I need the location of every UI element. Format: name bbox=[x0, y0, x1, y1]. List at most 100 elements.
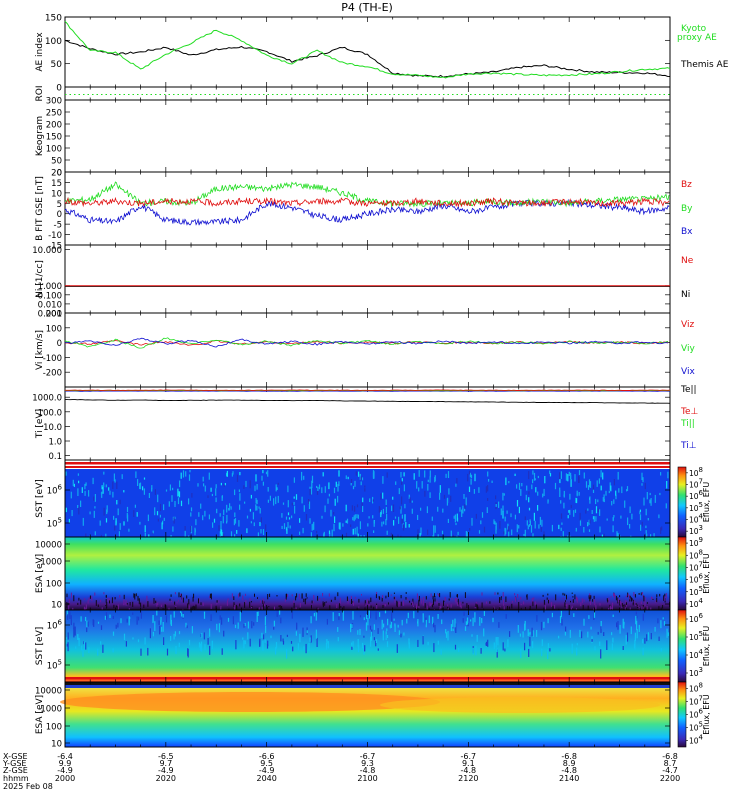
sst-i-pixel bbox=[373, 624, 375, 630]
sst-e-pixel bbox=[541, 519, 543, 527]
esa-e-pixel bbox=[607, 599, 609, 603]
sst-e-pixel bbox=[265, 471, 268, 475]
esa-e-pixel bbox=[298, 593, 300, 600]
sst-e-pixel bbox=[94, 531, 96, 536]
esa-e-pixel bbox=[263, 603, 265, 607]
sst-e-pixel bbox=[364, 485, 366, 488]
sst-e-pixel bbox=[189, 470, 191, 473]
velocity-legend-viy: Viy bbox=[681, 344, 695, 354]
sst-i-pixel bbox=[377, 628, 379, 634]
sst-e-pixel bbox=[277, 495, 279, 503]
density-legend-ne: Ne bbox=[681, 256, 694, 266]
esa-e-pixel bbox=[311, 605, 312, 609]
exponent: 7 bbox=[699, 695, 703, 703]
sst-e-pixel bbox=[578, 492, 580, 496]
sst-e-cbar-label: 108 bbox=[689, 466, 703, 478]
sst-i-pixel bbox=[551, 612, 553, 618]
sst-i-pixel bbox=[386, 628, 388, 631]
esa-e-pixel bbox=[411, 603, 412, 605]
sst-i-pixel bbox=[369, 611, 372, 619]
esa-e-pixel bbox=[259, 600, 261, 603]
sst-e-pixel bbox=[352, 485, 355, 490]
sst-e-pixel bbox=[560, 471, 562, 479]
sst-e-pixel bbox=[417, 514, 419, 520]
sst-i-pixel bbox=[117, 622, 119, 628]
sst-e-pixel bbox=[390, 532, 392, 540]
sst-i-pixel bbox=[325, 643, 328, 650]
sst-e-pixel bbox=[576, 498, 578, 504]
esa-e-pixel bbox=[105, 599, 107, 603]
sst-i-pixel bbox=[417, 639, 419, 647]
sst-i-pixel bbox=[561, 619, 563, 626]
sst-e-colorbar bbox=[677, 466, 687, 538]
esa-e-pixel bbox=[382, 605, 384, 608]
esa-e-pixel bbox=[590, 600, 591, 605]
esa-e-pixel bbox=[147, 601, 149, 607]
sst-e-pixel bbox=[80, 500, 82, 507]
sst-i-pixel bbox=[147, 647, 149, 656]
esa-e-pixel bbox=[412, 598, 414, 604]
sst-e-pixel bbox=[345, 532, 348, 539]
esa-e-pixel bbox=[420, 598, 422, 604]
esa-e-pixel bbox=[68, 605, 70, 611]
sst-i-pixel bbox=[611, 643, 613, 651]
esa-i-ytick-label: 10000 bbox=[35, 687, 62, 697]
sst-i-pixel bbox=[306, 630, 308, 634]
sst-e-pixel bbox=[403, 484, 405, 492]
esa-e-pixel bbox=[304, 598, 306, 605]
sst-e-pixel bbox=[126, 513, 128, 519]
esa-e-pixel bbox=[664, 593, 666, 597]
sst-e-pixel bbox=[426, 506, 428, 514]
sst-e-pixel bbox=[135, 471, 137, 478]
esa-e-pixel bbox=[416, 605, 418, 610]
sst-e-pixel bbox=[393, 520, 395, 526]
esa-e-pixel bbox=[589, 593, 591, 599]
sst-e-pixel bbox=[462, 505, 464, 513]
sst-i-pixel bbox=[590, 626, 592, 630]
sst-e-pixel bbox=[101, 485, 103, 490]
sst-e-pixel bbox=[113, 515, 115, 520]
sst-e-pixel bbox=[324, 486, 326, 493]
sst-i-pixel bbox=[279, 610, 281, 615]
sst-e-pixel bbox=[398, 488, 400, 495]
sst-e-pixel bbox=[418, 470, 420, 477]
esa-e-pixel bbox=[499, 597, 501, 603]
sst-i-pixel bbox=[247, 621, 249, 629]
exponent: 6 bbox=[699, 489, 704, 497]
sst-e-pixel bbox=[644, 482, 646, 490]
footer-hhmm-value: 2040 bbox=[256, 774, 276, 783]
esa-e-pixel bbox=[599, 603, 601, 606]
sst-e-pixel bbox=[596, 480, 598, 487]
sst-e-pixel bbox=[659, 492, 661, 496]
sst-i-pixel bbox=[351, 624, 353, 628]
sst-i-pixel bbox=[181, 612, 183, 617]
esa-e-pixel bbox=[532, 601, 534, 607]
sst-e-pixel bbox=[475, 513, 477, 519]
esa-e-pixel bbox=[477, 606, 479, 610]
sst-e-pixel bbox=[92, 477, 94, 485]
sst-e-pixel bbox=[255, 498, 257, 504]
sst-e-pixel bbox=[560, 513, 563, 519]
sst-e-pixel bbox=[559, 472, 561, 480]
sst-i-cbar-label: 105 bbox=[689, 630, 703, 642]
sst-e-pixel bbox=[215, 497, 217, 503]
sst-e-pixel bbox=[287, 485, 289, 493]
sst-i-pixel bbox=[470, 619, 472, 622]
esa-e-pixel bbox=[366, 599, 368, 603]
esa-e-pixel bbox=[153, 598, 155, 604]
esa-e-pixel bbox=[358, 598, 360, 603]
esa-e-pixel bbox=[619, 595, 621, 598]
sst-e-pixel bbox=[575, 527, 577, 532]
sst-e-pixel bbox=[380, 493, 382, 500]
esa-e-cbar-label: 105 bbox=[689, 585, 703, 597]
esa-e-pixel bbox=[182, 597, 184, 603]
esa-e-pixel bbox=[73, 595, 75, 602]
sst-e-pixel bbox=[234, 489, 236, 496]
exponent: 6 bbox=[699, 612, 704, 620]
sst-e-pixel bbox=[293, 477, 295, 483]
sst-e-pixel bbox=[445, 473, 447, 478]
esa-e-pixel bbox=[438, 593, 439, 597]
temperature-ytick-label: 100.0 bbox=[38, 408, 62, 418]
sst-e-pixel bbox=[434, 525, 436, 533]
sst-i-pixel bbox=[275, 647, 277, 655]
